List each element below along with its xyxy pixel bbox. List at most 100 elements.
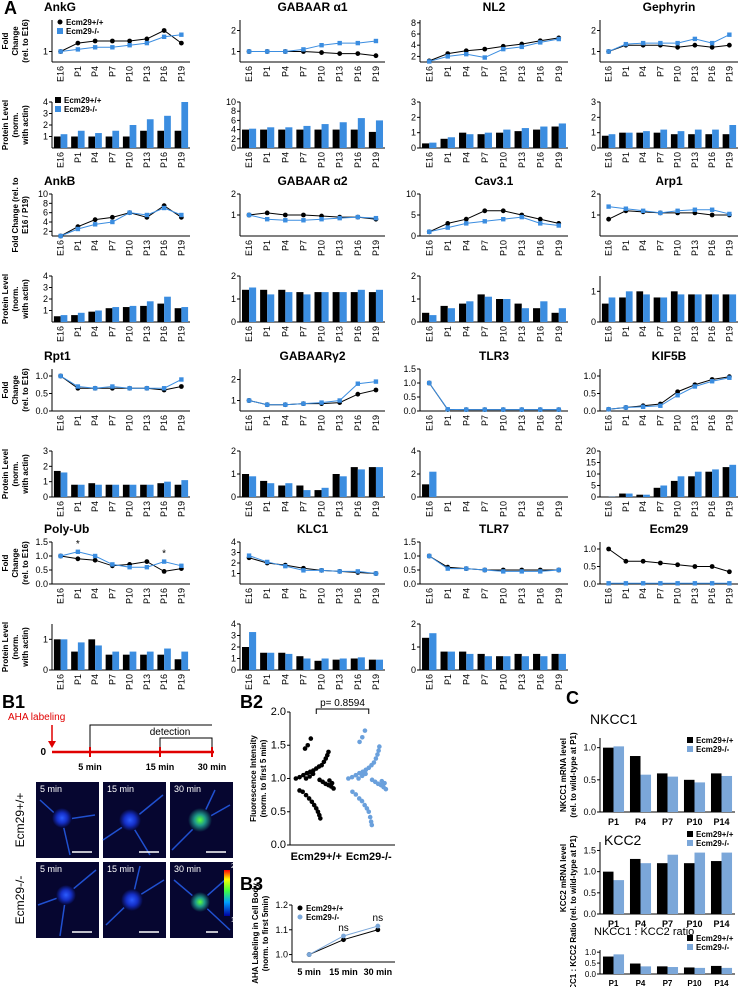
x-tick-label: P19	[554, 152, 564, 168]
bar	[503, 299, 511, 322]
marker	[92, 222, 98, 227]
line	[248, 214, 376, 221]
y-tick-label: 0.5	[403, 392, 416, 402]
bar	[146, 484, 154, 497]
bar	[164, 296, 171, 322]
marker	[301, 47, 306, 52]
x-tick-label: P1	[621, 66, 631, 77]
line	[60, 205, 182, 237]
y-tick-label: 10	[38, 189, 48, 199]
marker	[640, 40, 646, 46]
panel-label: C	[566, 688, 579, 708]
x-tick-label: P13	[517, 152, 527, 168]
y-tick-label: 2	[411, 271, 416, 281]
y-tick-label: 1	[591, 210, 596, 220]
y-tick-label: 1	[43, 47, 48, 57]
x-tick-label: P10	[317, 66, 327, 82]
marker	[709, 564, 715, 569]
marker	[500, 208, 506, 214]
dot	[366, 809, 372, 815]
x-tick-label: P4	[461, 240, 471, 251]
bar	[181, 651, 189, 670]
x-tick-label: P16	[535, 415, 545, 431]
x-tick-label: E16	[604, 240, 614, 256]
x-tick-label: P13	[517, 501, 527, 517]
legend-label: Ecm29-/-	[696, 839, 730, 848]
y-tick-label: 1.0	[271, 773, 286, 785]
dot	[303, 792, 309, 798]
y-tick-label: 2	[43, 294, 48, 304]
line	[60, 29, 182, 52]
bar	[466, 301, 474, 322]
marker	[606, 204, 611, 209]
x-tick-label: P10	[673, 240, 683, 256]
x-tick-label: P10	[498, 152, 508, 168]
x-tick-label: P16	[535, 152, 545, 168]
bar	[278, 652, 286, 670]
bar	[157, 130, 165, 148]
x-tick-label: P7	[655, 415, 665, 426]
x-tick-label: P4	[636, 979, 646, 987]
marker	[538, 569, 543, 574]
annotation: ns	[373, 913, 384, 924]
x-tick-label: P10	[673, 501, 683, 517]
x-tick-label: P13	[142, 674, 152, 690]
bar	[174, 130, 182, 148]
bar	[375, 120, 384, 148]
bar	[636, 132, 644, 148]
x-tick-label: P13	[142, 152, 152, 168]
row-label: Ecm29+/+	[13, 793, 27, 848]
marker	[727, 211, 732, 217]
marker	[337, 40, 342, 46]
bar	[670, 291, 678, 322]
bar	[53, 136, 61, 148]
y-tick-label: 8	[411, 18, 416, 28]
y-tick-label: 1	[591, 47, 596, 57]
x-tick-label: P19	[176, 588, 186, 604]
x-tick-label: P13	[335, 152, 345, 168]
bar	[53, 316, 61, 322]
x-tick-label: P4	[638, 415, 648, 426]
bar	[670, 480, 678, 497]
x-tick-label: E16	[604, 326, 614, 342]
marker	[519, 214, 524, 220]
y-tick-label: 5	[591, 481, 596, 491]
dot	[319, 762, 324, 768]
bar	[60, 639, 68, 670]
x-tick-label: P4	[90, 501, 100, 512]
y-tick-label: 2	[231, 271, 236, 281]
x-tick-label: P13	[690, 588, 700, 604]
time-label: 5 min	[78, 762, 102, 772]
marker	[709, 212, 715, 218]
marker	[58, 553, 63, 559]
x-tick-label: P7	[107, 588, 117, 599]
x-tick-label: E16	[424, 415, 434, 431]
y-tick-label: 3	[231, 631, 236, 641]
marker	[675, 562, 681, 568]
y-axis-label: Fold	[1, 554, 10, 571]
bar	[95, 133, 102, 148]
x-tick-label: P10	[125, 588, 135, 604]
y-tick-label: 1	[231, 47, 236, 57]
x-tick-label: P16	[535, 501, 545, 517]
bar	[712, 294, 719, 322]
chart-title: Poly-Ub	[44, 522, 89, 536]
dot	[331, 786, 336, 791]
y-tick-label: 5	[411, 210, 416, 220]
line	[248, 557, 376, 574]
marker	[161, 569, 167, 574]
x-tick-label: P4	[280, 66, 290, 77]
bar	[440, 651, 448, 670]
marker	[92, 386, 98, 391]
y-tick-label: 2	[231, 642, 236, 652]
x-tick-label: P1	[262, 152, 272, 163]
marker	[640, 558, 646, 564]
y-tick-label: 2	[43, 226, 48, 236]
bar	[729, 464, 737, 497]
x-tick-label: E16	[424, 588, 434, 604]
marker	[640, 581, 646, 586]
y-tick-label: 1.5	[583, 845, 596, 855]
x-tick-label: P7	[480, 588, 490, 599]
marker	[606, 407, 611, 412]
